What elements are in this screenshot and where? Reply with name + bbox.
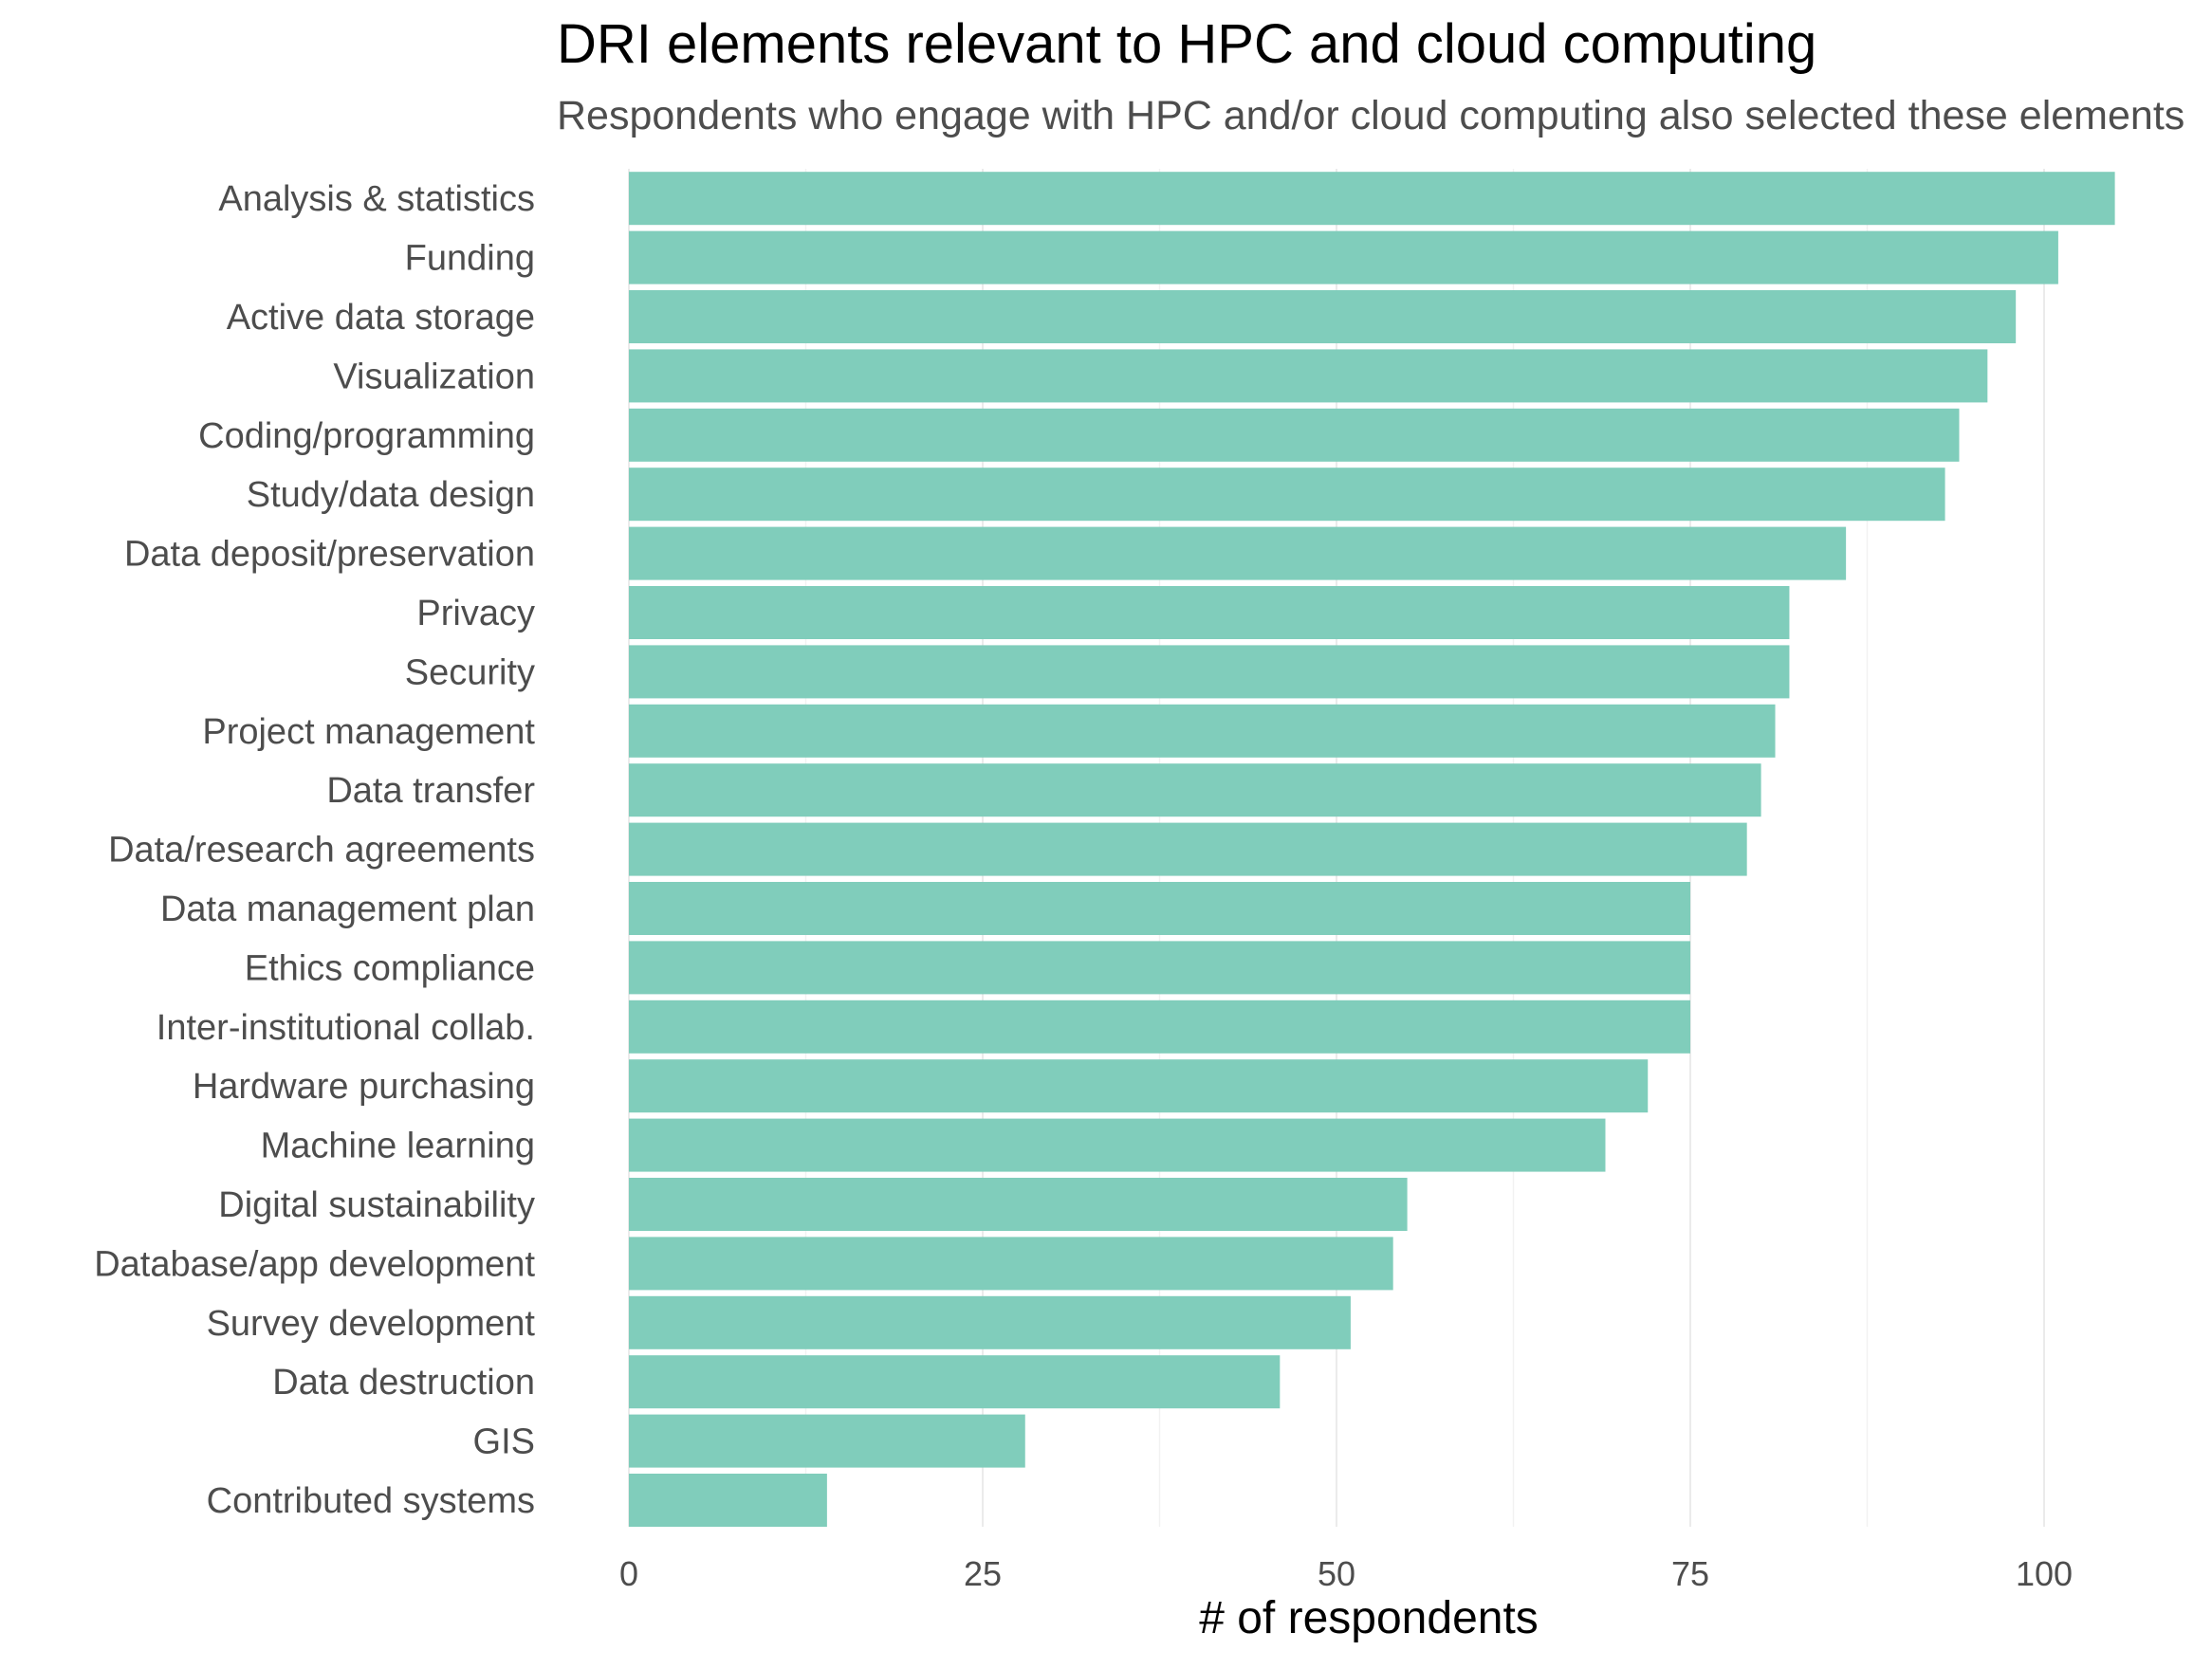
bar — [629, 468, 1945, 522]
bar — [629, 290, 2017, 343]
bar — [629, 941, 1690, 995]
category-label: Security — [405, 652, 535, 692]
bar — [629, 1000, 1690, 1054]
bar — [629, 763, 1761, 817]
bar — [629, 1118, 1606, 1172]
x-tick-label: 25 — [964, 1554, 1002, 1593]
bar — [629, 1474, 827, 1527]
bar — [629, 408, 1960, 462]
x-axis-title: # of respondents — [1199, 1593, 1539, 1643]
x-tick-label: 50 — [1318, 1554, 1355, 1593]
category-label: Coding/programming — [198, 416, 535, 456]
category-label: Digital sustainability — [218, 1185, 535, 1225]
category-label: Funding — [405, 239, 535, 279]
x-tick-label: 100 — [2016, 1554, 2073, 1593]
category-label: Contributed systems — [207, 1481, 535, 1521]
bar — [629, 526, 1847, 580]
category-label: Visualization — [333, 357, 535, 396]
category-label: Data transfer — [326, 771, 535, 811]
bar — [629, 1355, 1281, 1409]
bars — [629, 172, 2115, 1527]
category-label: Data destruction — [272, 1363, 535, 1403]
category-label: Active data storage — [227, 298, 535, 338]
chart-subtitle: Respondents who engage with HPC and/or c… — [557, 93, 2184, 138]
chart-title: DRI elements relevant to HPC and cloud c… — [557, 13, 1816, 75]
category-label: Project management — [202, 712, 535, 752]
x-tick-labels: 0 25 50 75 100 — [619, 1554, 2073, 1593]
category-label: Privacy — [416, 594, 535, 633]
category-label: Ethics compliance — [245, 948, 535, 988]
category-label: Analysis & statistics — [218, 179, 535, 219]
category-label: Inter-institutional collab. — [157, 1008, 535, 1048]
bar — [629, 172, 2115, 226]
category-label: GIS — [473, 1422, 535, 1462]
category-label: Survey development — [207, 1304, 536, 1344]
bar — [629, 704, 1776, 758]
category-label: Data/research agreements — [108, 831, 535, 871]
category-label: Data deposit/preservation — [124, 535, 535, 575]
bar — [629, 1059, 1649, 1113]
bar — [629, 882, 1690, 935]
category-labels: Analysis & statistics Funding Active data … — [94, 179, 535, 1521]
bar — [629, 1237, 1393, 1291]
category-label: Machine learning — [261, 1127, 535, 1166]
category-label: Hardware purchasing — [193, 1067, 535, 1107]
category-label: Database/app development — [94, 1244, 535, 1284]
x-tick-label: 0 — [619, 1554, 638, 1593]
bar — [629, 1178, 1408, 1231]
bar — [629, 645, 1790, 699]
bar — [629, 586, 1790, 639]
bar — [629, 822, 1747, 876]
bar — [629, 1295, 1351, 1349]
category-label: Study/data design — [247, 475, 535, 515]
bar — [629, 1414, 1025, 1468]
bar — [629, 349, 1988, 403]
bar — [629, 230, 2058, 284]
category-label: Data management plan — [160, 890, 535, 929]
x-tick-label: 75 — [1671, 1554, 1709, 1593]
